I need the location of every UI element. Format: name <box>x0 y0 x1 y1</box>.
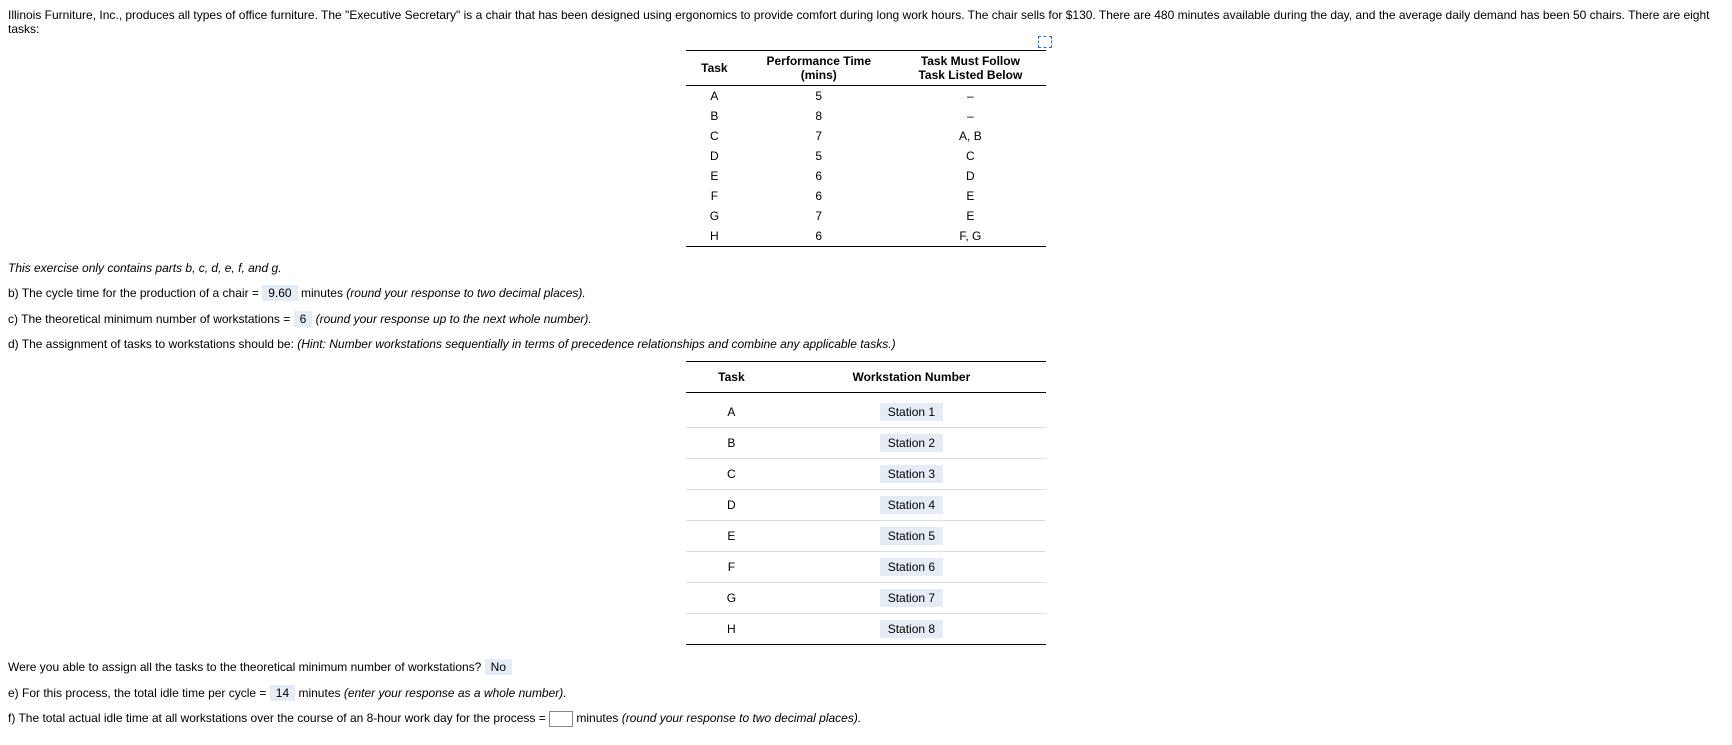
table-cell: D <box>686 146 743 166</box>
table-cell: 5 <box>743 146 895 166</box>
table-cell: Station 2 <box>777 428 1046 459</box>
table-cell: F, G <box>895 226 1046 247</box>
popup-icon[interactable] <box>1038 36 1052 48</box>
answer-e[interactable]: 14 <box>270 685 295 701</box>
th-ws: Workstation Number <box>777 362 1046 393</box>
table-cell: B <box>686 428 777 459</box>
table-cell: 8 <box>743 106 895 126</box>
table-cell: 5 <box>743 86 895 107</box>
table-cell: A <box>686 86 743 107</box>
table-cell: Station 8 <box>777 614 1046 645</box>
workstation-answer[interactable]: Station 7 <box>880 589 943 607</box>
table-cell: C <box>686 459 777 490</box>
table-cell: D <box>895 166 1046 186</box>
table-cell: 6 <box>743 166 895 186</box>
answer-assign[interactable]: No <box>485 659 512 675</box>
table-cell: A, B <box>895 126 1046 146</box>
table-cell: E <box>686 521 777 552</box>
table-cell: H <box>686 614 777 645</box>
th-task2: Task <box>686 362 777 393</box>
answer-f-input[interactable] <box>549 711 573 727</box>
table-cell: A <box>686 393 777 428</box>
th-task: Task <box>686 51 743 86</box>
table-cell: E <box>895 186 1046 206</box>
table-cell: G <box>686 583 777 614</box>
part-d: d) The assignment of tasks to workstatio… <box>8 337 1724 351</box>
part-b: b) The cycle time for the production of … <box>8 285 1724 301</box>
answer-c[interactable]: 6 <box>294 311 313 327</box>
parts-note: This exercise only contains parts b, c, … <box>8 261 1724 275</box>
table-cell: F <box>686 552 777 583</box>
workstation-answer[interactable]: Station 1 <box>880 403 943 421</box>
table-cell: B <box>686 106 743 126</box>
table-cell: G <box>686 206 743 226</box>
table-cell: H <box>686 226 743 247</box>
workstation-answer[interactable]: Station 4 <box>880 496 943 514</box>
table-cell: Station 4 <box>777 490 1046 521</box>
table-cell: 6 <box>743 186 895 206</box>
table-cell: – <box>895 106 1046 126</box>
table-cell: Station 7 <box>777 583 1046 614</box>
workstation-answer[interactable]: Station 5 <box>880 527 943 545</box>
workstation-table: Task Workstation Number A Station 1 B Stati… <box>686 361 1046 645</box>
table-cell: Station 5 <box>777 521 1046 552</box>
table-cell: – <box>895 86 1046 107</box>
th-perf-time: Performance Time(mins) <box>743 51 895 86</box>
table-cell: Station 3 <box>777 459 1046 490</box>
table-cell: C <box>686 126 743 146</box>
table-cell: 7 <box>743 206 895 226</box>
table-cell: E <box>895 206 1046 226</box>
assign-question: Were you able to assign all the tasks to… <box>8 659 1724 675</box>
table-cell: C <box>895 146 1046 166</box>
table-cell: D <box>686 490 777 521</box>
table-cell: Station 1 <box>777 393 1046 428</box>
table-cell: Station 6 <box>777 552 1046 583</box>
workstation-answer[interactable]: Station 8 <box>880 620 943 638</box>
part-e: e) For this process, the total idle time… <box>8 685 1724 701</box>
th-follow: Task Must FollowTask Listed Below <box>895 51 1046 86</box>
part-f: f) The total actual idle time at all wor… <box>8 711 1724 727</box>
workstation-answer[interactable]: Station 2 <box>880 434 943 452</box>
problem-intro: Illinois Furniture, Inc., produces all t… <box>8 8 1724 36</box>
table-cell: 6 <box>743 226 895 247</box>
workstation-answer[interactable]: Station 6 <box>880 558 943 576</box>
part-c: c) The theoretical minimum number of wor… <box>8 311 1724 327</box>
table-cell: 7 <box>743 126 895 146</box>
answer-b[interactable]: 9.60 <box>262 285 297 301</box>
table-cell: F <box>686 186 743 206</box>
task-precedence-table: Task Performance Time(mins) Task Must Fo… <box>686 50 1046 247</box>
table-cell: E <box>686 166 743 186</box>
workstation-answer[interactable]: Station 3 <box>880 465 943 483</box>
